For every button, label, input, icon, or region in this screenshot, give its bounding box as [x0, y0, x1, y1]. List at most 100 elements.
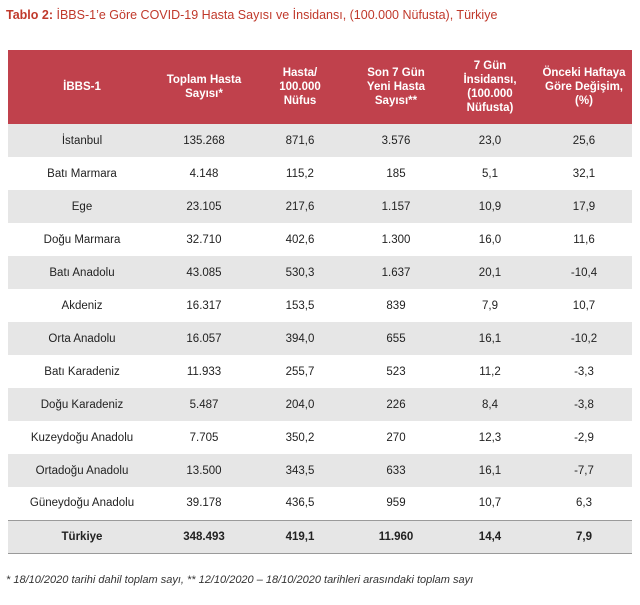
cell-weekly-change: 25,6 [572, 134, 596, 147]
table-body: İstanbul 135.268 871,6 3.576 23,0 25,6 Batı Ma… [8, 124, 632, 554]
cell-weekly-change: -10,2 [570, 332, 598, 345]
covid-table: İBBS-1 Toplam Hasta Sayısı* Hasta/ 100.0… [8, 50, 632, 554]
cell-weekly-change: 10,7 [572, 299, 596, 312]
cell-total-cases: 16.317 [186, 299, 222, 312]
cell-total-cases: 11.933 [186, 365, 222, 378]
cell-7-day-incidence: 10,7 [478, 497, 502, 510]
total-row: Türkiye 348.493 419,1 11.960 14,4 7,9 [8, 519, 632, 554]
cell-cases-per-100k: 871,6 [285, 134, 315, 147]
cell-region: Ege [71, 200, 93, 213]
cell-last-7-days: 839 [386, 299, 406, 312]
cell-total-cases: 32.710 [186, 233, 222, 246]
cell-cases-per-100k: 402,6 [285, 233, 315, 246]
cell-region: Doğu Marmara [43, 233, 121, 246]
cell-weekly-change: -3,8 [574, 398, 594, 411]
cell-total-cases: 39.178 [186, 497, 222, 510]
cell-last-7-days: 633 [386, 464, 406, 477]
cell-weekly-change: 6,3 [576, 497, 592, 510]
cell-last-7-days: 226 [386, 398, 406, 411]
table-row: Batı Karadeniz 11.933 255,7 523 11,2 -3,3 [8, 355, 632, 388]
cell-7-day-incidence: 7,9 [482, 299, 498, 312]
table-row: Ortadoğu Anadolu 13.500 343,5 633 16,1 -7,7 [8, 454, 632, 487]
total-cell-total-cases: 348.493 [156, 519, 252, 554]
cell-region: Ortadoğu Anadolu [35, 464, 129, 477]
cell-7-day-incidence: 12,3 [478, 431, 502, 444]
table-row: Orta Anadolu 16.057 394,0 655 16,1 -10,2 [8, 322, 632, 355]
cell-weekly-change: 17,9 [572, 200, 596, 213]
table-row: Kuzeydoğu Anadolu 7.705 350,2 270 12,3 -2,9 [8, 421, 632, 454]
cell-region: Batı Marmara [47, 167, 117, 180]
cell-weekly-change: 11,6 [573, 233, 595, 246]
cell-7-day-incidence: 8,4 [482, 398, 498, 411]
cell-cases-per-100k: 153,5 [285, 299, 315, 312]
cell-cases-per-100k: 530,3 [285, 266, 315, 279]
table-title: Tablo 2: İBBS-1’e Göre COVID-19 Hasta Sa… [6, 8, 497, 22]
cell-total-cases: 5.487 [189, 398, 219, 411]
cell-cases-per-100k: 350,2 [285, 431, 315, 444]
table-row: Doğu Marmara 32.710 402,6 1.300 16,0 11,6 [8, 223, 632, 256]
cell-region: Orta Anadolu [48, 332, 116, 345]
cell-cases-per-100k: 204,0 [285, 398, 315, 411]
cell-last-7-days: 3.576 [381, 134, 411, 147]
total-cell-last-7-days: 11.960 [348, 519, 444, 554]
header-weekly-change: Önceki Haftaya Göre Değişim, (%) [536, 50, 632, 124]
cell-cases-per-100k: 436,5 [285, 497, 315, 510]
cell-7-day-incidence: 16,1 [478, 464, 502, 477]
cell-last-7-days: 655 [386, 332, 406, 345]
table-header: İBBS-1 Toplam Hasta Sayısı* Hasta/ 100.0… [8, 50, 632, 124]
cell-weekly-change: 32,1 [572, 167, 596, 180]
cell-weekly-change: -10,4 [570, 266, 598, 279]
footnote: * 18/10/2020 tarihi dahil toplam sayı, *… [6, 574, 474, 586]
cell-region: Batı Anadolu [49, 266, 115, 279]
total-cell-weekly-change: 7,9 [536, 519, 632, 554]
cell-weekly-change: -3,3 [574, 365, 594, 378]
table-row: Doğu Karadeniz 5.487 204,0 226 8,4 -3,8 [8, 388, 632, 421]
header-7-day-incidence: 7 Gün İnsidansı, (100.000 Nüfusta) [444, 50, 536, 124]
cell-weekly-change: -2,9 [574, 431, 594, 444]
total-cell-7-day-incidence: 14,4 [444, 519, 536, 554]
cell-total-cases: 23.105 [186, 200, 222, 213]
table-row: İstanbul 135.268 871,6 3.576 23,0 25,6 [8, 124, 632, 157]
header-cases-per-100k: Hasta/ 100.000 Nüfus [252, 50, 348, 124]
cell-total-cases: 16.057 [186, 332, 222, 345]
cell-last-7-days: 959 [386, 497, 406, 510]
header-row: İBBS-1 Toplam Hasta Sayısı* Hasta/ 100.0… [8, 50, 632, 124]
cell-last-7-days: 1.157 [381, 200, 411, 213]
cell-region: Kuzeydoğu Anadolu [30, 431, 134, 444]
cell-cases-per-100k: 343,5 [285, 464, 315, 477]
cell-total-cases: 13.500 [186, 464, 222, 477]
cell-7-day-incidence: 23,0 [478, 134, 502, 147]
cell-7-day-incidence: 20,1 [478, 266, 502, 279]
cell-total-cases: 43.085 [186, 266, 222, 279]
cell-last-7-days: 523 [386, 365, 406, 378]
total-cell-region: Türkiye [8, 519, 156, 554]
cell-weekly-change: -7,7 [574, 464, 594, 477]
table-row: Güneydoğu Anadolu 39.178 436,5 959 10,7 6,3 [8, 487, 632, 520]
header-region: İBBS-1 [8, 50, 156, 124]
table-row: Batı Marmara 4.148 115,2 185 5,1 32,1 [8, 157, 632, 190]
cell-region: Doğu Karadeniz [40, 398, 124, 411]
cell-7-day-incidence: 10,9 [478, 200, 502, 213]
cell-total-cases: 4.148 [189, 167, 219, 180]
header-last-7-days: Son 7 Gün Yeni Hasta Sayısı** [348, 50, 444, 124]
cell-region: Akdeniz [61, 299, 103, 312]
cell-7-day-incidence: 16,1 [478, 332, 502, 345]
cell-region: İstanbul [61, 134, 103, 147]
total-cell-cases-per-100k: 419,1 [252, 519, 348, 554]
header-total-cases: Toplam Hasta Sayısı* [156, 50, 252, 124]
cell-cases-per-100k: 394,0 [285, 332, 315, 345]
cell-7-day-incidence: 11,2 [479, 365, 501, 378]
cell-last-7-days: 185 [386, 167, 406, 180]
cell-total-cases: 7.705 [189, 431, 219, 444]
table-title-prefix: Tablo 2: [6, 8, 53, 22]
cell-last-7-days: 1.300 [381, 233, 411, 246]
cell-region: Güneydoğu Anadolu [29, 497, 135, 510]
cell-cases-per-100k: 255,7 [285, 365, 315, 378]
table-row: Batı Anadolu 43.085 530,3 1.637 20,1 -10,4 [8, 256, 632, 289]
cell-7-day-incidence: 5,1 [482, 167, 498, 180]
cell-region: Batı Karadeniz [44, 365, 120, 378]
table-row: Ege 23.105 217,6 1.157 10,9 17,9 [8, 190, 632, 223]
cell-7-day-incidence: 16,0 [478, 233, 502, 246]
cell-total-cases: 135.268 [183, 134, 225, 147]
table-title-text: İBBS-1’e Göre COVID-19 Hasta Sayısı ve İ… [53, 8, 498, 22]
